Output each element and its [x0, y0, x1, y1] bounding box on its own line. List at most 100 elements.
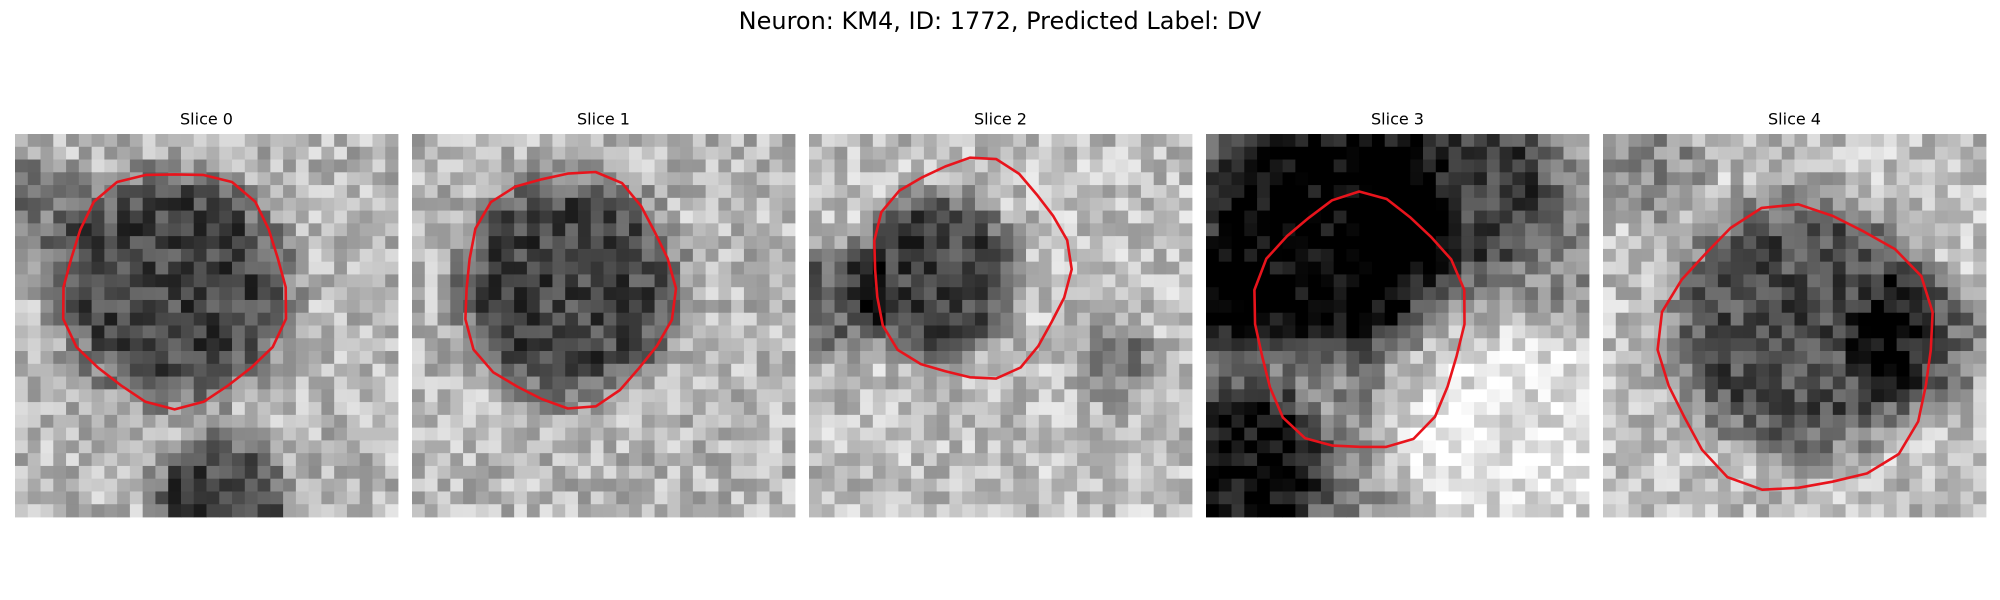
pixel	[142, 351, 156, 365]
pixel	[1038, 236, 1052, 250]
panel-title: Slice 2	[974, 110, 1027, 129]
pixel	[193, 325, 207, 339]
pixel	[834, 376, 848, 390]
pixel	[1115, 197, 1129, 211]
pixel	[743, 363, 758, 377]
pixel	[1768, 427, 1783, 441]
pixel	[501, 146, 515, 160]
pixel	[104, 223, 118, 237]
pixel	[1371, 325, 1386, 339]
pixel	[1679, 478, 1693, 492]
pixel	[232, 248, 246, 263]
pixel	[501, 414, 515, 429]
pixel	[180, 491, 195, 505]
pixel	[1960, 159, 1974, 173]
pixel	[872, 185, 886, 199]
pixel	[577, 427, 592, 441]
pixel	[104, 427, 118, 441]
pixel	[629, 134, 643, 148]
pixel	[1231, 402, 1245, 416]
pixel	[1153, 453, 1167, 467]
pixel	[1486, 287, 1501, 301]
pixel	[142, 274, 156, 288]
pixel	[1934, 274, 1949, 288]
pixel	[295, 146, 310, 160]
pixel	[834, 440, 848, 454]
pixel	[1026, 134, 1040, 148]
pixel	[1244, 159, 1258, 173]
pixel	[501, 491, 515, 505]
pixel	[1128, 478, 1142, 492]
pixel	[1794, 312, 1808, 326]
pixel	[974, 274, 989, 288]
pixel	[1166, 414, 1180, 429]
pixel	[321, 261, 335, 275]
pixel	[1371, 414, 1386, 429]
pixel	[1845, 146, 1859, 160]
pixel	[142, 146, 156, 160]
pixel	[834, 261, 848, 275]
pixel	[526, 159, 541, 173]
pixel	[1153, 274, 1167, 288]
pixel	[372, 453, 386, 467]
pixel	[1960, 453, 1974, 467]
pixel	[1410, 478, 1424, 492]
pixel	[1077, 172, 1091, 186]
pixel	[1934, 185, 1949, 199]
pixel	[1308, 248, 1322, 263]
pixel	[244, 172, 258, 186]
pixel	[117, 325, 131, 339]
pixel	[1089, 223, 1104, 237]
pixel	[1807, 440, 1821, 454]
pixel	[321, 465, 335, 480]
pixel	[898, 389, 912, 403]
pixel	[91, 465, 105, 480]
pixel	[155, 299, 169, 314]
pixel	[756, 414, 770, 429]
pixel	[1871, 325, 1885, 339]
pixel	[1231, 325, 1245, 339]
pixel	[641, 248, 655, 263]
pixel	[705, 134, 719, 148]
pixel	[372, 274, 386, 288]
pixel	[1615, 351, 1629, 365]
pixel	[219, 351, 233, 365]
pixel	[565, 453, 579, 467]
pixel	[603, 274, 617, 288]
pixel	[104, 325, 118, 339]
pixel	[911, 453, 925, 467]
pixel	[219, 287, 233, 301]
pixel	[1576, 312, 1590, 326]
pixel	[1537, 325, 1552, 339]
pixel	[809, 504, 823, 518]
pixel	[629, 453, 643, 467]
pixel	[1359, 312, 1373, 326]
pixel	[1435, 172, 1449, 186]
pixel	[1896, 248, 1910, 263]
pixel	[962, 223, 976, 237]
pixel	[1102, 134, 1116, 148]
pixel	[1641, 274, 1655, 288]
pixel	[142, 197, 156, 211]
pixel	[1909, 134, 1923, 148]
pixel	[1077, 363, 1091, 377]
pixel	[66, 402, 80, 416]
pixel	[756, 248, 770, 263]
pixel	[1679, 427, 1693, 441]
pixel	[193, 376, 207, 390]
pixel	[1537, 453, 1552, 467]
pixel	[1115, 389, 1129, 403]
pixel	[1089, 325, 1104, 339]
pixel	[743, 223, 758, 237]
pixel	[1947, 223, 1961, 237]
pixel	[168, 414, 182, 429]
pixel	[27, 274, 41, 288]
pixel	[1448, 312, 1462, 326]
pixel	[987, 491, 1001, 505]
pixel	[232, 478, 246, 492]
pixel	[1000, 274, 1014, 288]
pixel	[321, 274, 335, 288]
pixel	[359, 146, 373, 160]
pixel	[180, 453, 195, 467]
pixel	[1435, 325, 1449, 339]
